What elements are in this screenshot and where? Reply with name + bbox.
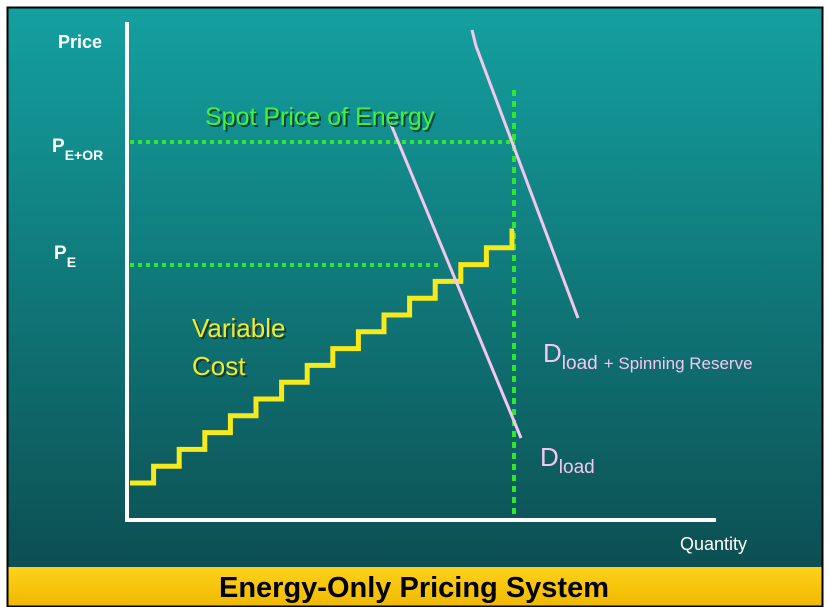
- spot-price-label: Spot Price of Energy: [205, 103, 435, 131]
- x-axis-label: Quantity: [680, 534, 747, 554]
- demand-curve-load: [388, 121, 523, 439]
- demand-label: Dload: [540, 442, 595, 478]
- symbol: P: [52, 136, 65, 157]
- subscript: load: [562, 353, 598, 374]
- symbol: P: [54, 243, 67, 264]
- label-shadow: Spot Price of Energy: [207, 105, 437, 133]
- subscript: E: [67, 254, 76, 270]
- label-shadow: Cost: [194, 353, 248, 383]
- background: [8, 8, 822, 568]
- footer-band: [8, 567, 822, 607]
- label-shadow: Variable: [194, 315, 287, 345]
- footer-title: Energy-Only Pricing System: [219, 572, 609, 604]
- variable-cost-label: Cost: [192, 351, 246, 381]
- subscript: load: [559, 457, 595, 478]
- variable-cost-curve: [130, 228, 515, 486]
- price-level-label: PE+OR: [52, 136, 103, 163]
- variable-cost-label: Variable: [192, 313, 285, 343]
- demand-label: Dload + Spinning Reserve: [543, 338, 753, 374]
- diagram: Price Quantity PE+OR PE Spot Price of En…: [52, 22, 753, 554]
- y-axis-label: Price: [58, 32, 102, 52]
- suffix: + Spinning Reserve: [604, 354, 753, 373]
- symbol: D: [540, 442, 559, 472]
- price-level-label: PE: [54, 243, 76, 270]
- symbol: D: [543, 338, 562, 368]
- demand-curve-reserve: [470, 29, 580, 319]
- subscript: E+OR: [65, 147, 104, 163]
